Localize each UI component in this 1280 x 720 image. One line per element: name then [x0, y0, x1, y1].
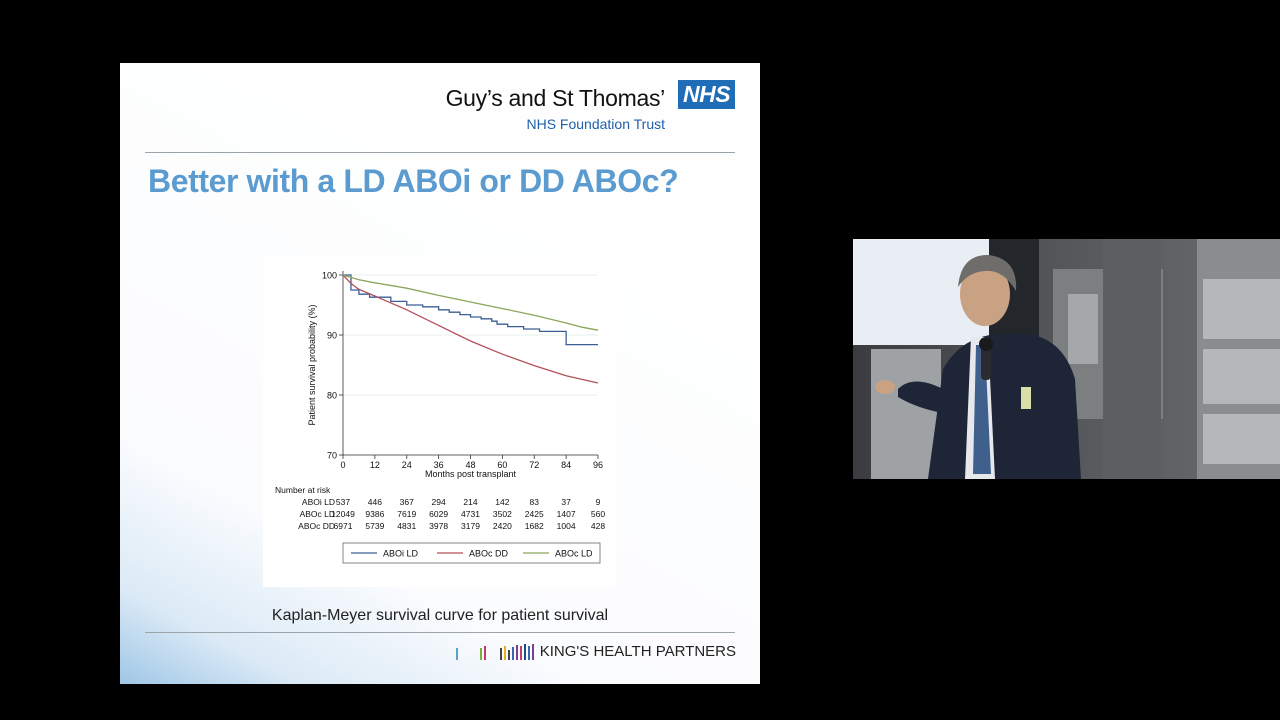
- risk-value: 446: [368, 497, 382, 507]
- header-divider: [145, 152, 735, 153]
- logo-bars-icon: [455, 643, 534, 660]
- risk-value: 1004: [557, 521, 576, 531]
- risk-row-label: ABOc LD: [300, 509, 335, 519]
- risk-value: 3978: [429, 521, 448, 531]
- risk-value: 83: [530, 497, 540, 507]
- risk-value: 537: [336, 497, 350, 507]
- km-survival-chart: 70 80 90 100 0 12 24 36 48 60 72 84 96 Months post tr…: [275, 271, 605, 564]
- speaker-video-frame: [853, 239, 1280, 479]
- risk-value: 9386: [365, 509, 384, 519]
- x-tick-label: 60: [497, 460, 507, 470]
- x-tick-label: 24: [402, 460, 412, 470]
- risk-value: 214: [463, 497, 477, 507]
- presentation-slide: Guy’s and St Thomas’ NHS Foundation Trus…: [120, 63, 760, 684]
- khp-text: KING'S HEALTH PARTNERS: [539, 643, 736, 660]
- series-line-aboc-ld: [342, 274, 599, 331]
- legend-label: ABOc DD: [469, 549, 509, 559]
- chart-panel: 70 80 90 100 0 12 24 36 48 60 72 84 96 Months post tr…: [263, 255, 616, 587]
- nhs-logo: NHS: [678, 80, 735, 109]
- risk-value: 142: [495, 497, 509, 507]
- risk-value: 6971: [334, 521, 353, 531]
- trust-subtitle: NHS Foundation Trust: [526, 116, 665, 132]
- risk-row-label: ABOc DD: [298, 521, 335, 531]
- x-tick-label: 0: [340, 460, 345, 470]
- kings-health-partners-logo: KING'S HEALTH PARTNERS: [455, 643, 736, 660]
- risk-value: 560: [591, 509, 605, 519]
- legend-box: [342, 542, 601, 564]
- x-tick-label: 96: [593, 460, 603, 470]
- x-tick-label: 36: [434, 460, 444, 470]
- trust-logo: Guy’s and St Thomas’ NHS Foundation Trus…: [445, 85, 666, 132]
- y-tick-label: 80: [327, 391, 337, 401]
- x-tick-label: 72: [529, 460, 539, 470]
- chart-caption: Kaplan-Meyer survival curve for patient …: [271, 607, 609, 624]
- risk-value: 2420: [493, 521, 512, 531]
- risk-value: 4831: [397, 521, 416, 531]
- slide-title: Better with a LD ABOi or DD ABOc?: [148, 163, 679, 199]
- risk-value: 2425: [525, 509, 544, 519]
- risk-value: 1682: [525, 521, 544, 531]
- risk-value: 7619: [397, 509, 416, 519]
- y-tick-label: 70: [327, 451, 337, 461]
- risk-row-label: ABOi LD: [302, 497, 335, 507]
- risk-value: 37: [561, 497, 571, 507]
- y-tick-label: 100: [322, 271, 337, 281]
- risk-value: 9: [596, 497, 601, 507]
- series-line-aboi-ld: [343, 274, 598, 346]
- y-axis-label: Patient survival probability (%): [307, 304, 317, 425]
- risk-value: 12049: [331, 509, 355, 519]
- risk-value: 6029: [429, 509, 448, 519]
- legend-label: ABOi LD: [383, 549, 419, 559]
- series-line-aboc-dd: [342, 274, 599, 384]
- risk-value: 428: [591, 521, 605, 531]
- x-tick-label: 48: [465, 460, 475, 470]
- risk-value: 3179: [461, 521, 480, 531]
- speaker-video: [853, 239, 1280, 479]
- risk-value: 4731: [461, 509, 480, 519]
- footer-divider: [145, 632, 735, 633]
- legend-label: ABOc LD: [555, 549, 593, 559]
- risk-value: 5739: [365, 521, 384, 531]
- risk-table-header: Number at risk: [275, 485, 331, 495]
- risk-value: 3502: [493, 509, 512, 519]
- trust-name: Guy’s and St Thomas’: [445, 85, 666, 111]
- risk-value: 1407: [557, 509, 576, 519]
- x-axis-label: Months post transplant: [425, 469, 517, 479]
- x-tick-label: 12: [370, 460, 380, 470]
- x-tick-label: 84: [561, 460, 571, 470]
- risk-value: 294: [432, 497, 446, 507]
- risk-value: 367: [400, 497, 414, 507]
- y-tick-label: 90: [327, 331, 337, 341]
